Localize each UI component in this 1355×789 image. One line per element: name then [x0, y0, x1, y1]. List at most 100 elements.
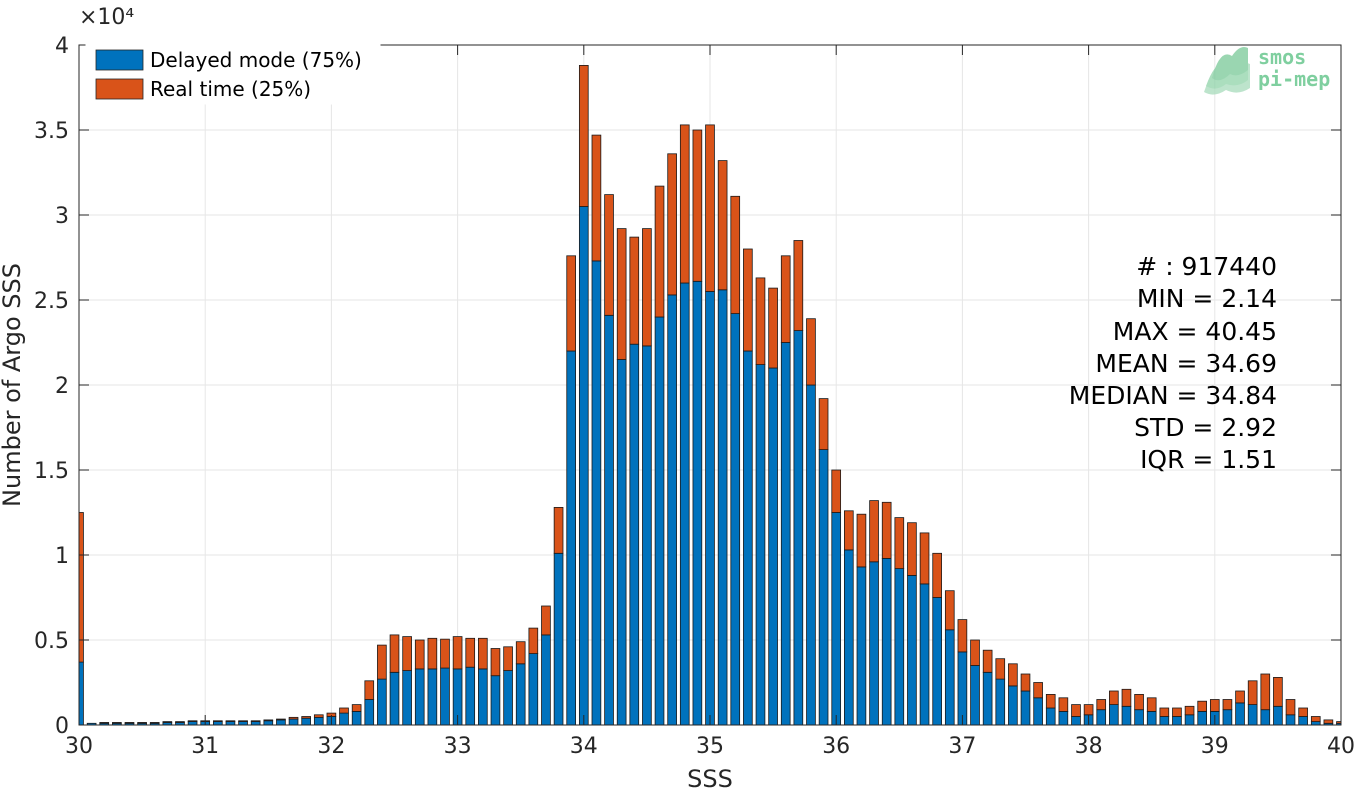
bar-realtime: [124, 722, 135, 724]
bar-delayed: [743, 350, 753, 726]
bar-realtime: [250, 720, 261, 723]
bar-delayed: [515, 663, 526, 726]
bar-delayed: [440, 667, 450, 726]
bar-delayed: [894, 568, 905, 726]
y-tick-label: 1: [55, 544, 69, 569]
x-tick-label: 31: [191, 734, 219, 759]
bar-delayed: [831, 512, 842, 726]
y-tick-label: 3.5: [34, 119, 69, 144]
bar-realtime: [932, 552, 942, 598]
bar-delayed: [1008, 685, 1018, 726]
bar-delayed: [528, 653, 539, 726]
bar-realtime: [957, 619, 968, 653]
bar-realtime: [743, 248, 753, 352]
bar-delayed: [806, 384, 816, 726]
bar-delayed: [78, 661, 84, 726]
bar-delayed: [1273, 705, 1283, 726]
bar-delayed: [995, 678, 1006, 726]
y-tick-label: 4: [55, 34, 69, 59]
bar-delayed: [187, 721, 198, 726]
bar-delayed: [705, 291, 715, 726]
bar-realtime: [377, 644, 387, 680]
bar-realtime: [364, 680, 375, 700]
stat-median: MEDIAN = 34.84: [1069, 381, 1277, 410]
bar-delayed: [364, 699, 375, 726]
bar-delayed: [351, 711, 362, 726]
bar-realtime: [351, 704, 362, 712]
bar-delayed: [869, 561, 879, 726]
bar-delayed: [642, 345, 652, 726]
bar-realtime: [339, 707, 349, 714]
bar-delayed: [414, 668, 425, 726]
y-tick-label: 0.5: [34, 629, 69, 654]
logo-text-pimep: pi-mep: [1258, 67, 1330, 91]
x-axis-ticks: 30 31 32 33 34 35 36 37 38 39 40: [65, 45, 1355, 759]
bar-realtime: [402, 636, 412, 671]
bar-delayed: [844, 549, 854, 726]
bar-delayed: [377, 678, 387, 726]
bar-realtime: [478, 637, 488, 670]
bar-delayed: [932, 597, 942, 726]
bar-delayed: [1109, 704, 1119, 726]
bar-realtime: [1045, 694, 1056, 709]
y-tick-label: 2.5: [34, 289, 69, 314]
bar-delayed: [982, 671, 993, 726]
bar-realtime: [654, 185, 665, 318]
bar-realtime: [1235, 690, 1245, 704]
bar-realtime: [982, 649, 993, 673]
bar-realtime: [503, 646, 513, 671]
bar-delayed: [402, 670, 412, 726]
bar-delayed: [553, 552, 564, 726]
y-tick-label: 2: [55, 374, 69, 399]
bar-realtime: [313, 714, 324, 718]
bar-delayed: [1298, 716, 1308, 726]
bar-delayed: [944, 629, 955, 726]
x-tick-label: 37: [948, 734, 976, 759]
bar-realtime: [1083, 704, 1094, 716]
bar-realtime: [780, 255, 791, 343]
bar-realtime: [238, 720, 248, 723]
stat-std: STD = 2.92: [1134, 413, 1277, 442]
logo-waves-icon: [1204, 47, 1250, 95]
bar-realtime: [263, 719, 274, 722]
bar-delayed: [591, 260, 602, 726]
bar-delayed: [541, 634, 551, 726]
stat-min: MIN = 2.14: [1137, 284, 1277, 313]
bar-delayed: [793, 330, 804, 726]
bar-delayed: [957, 651, 968, 726]
y-tick-label: 1.5: [34, 459, 69, 484]
bar-delayed: [389, 671, 400, 726]
bar-delayed: [1197, 711, 1207, 726]
bar-delayed: [1235, 702, 1245, 726]
bar-realtime: [162, 721, 173, 723]
bar-delayed: [604, 314, 614, 726]
bar-realtime: [944, 590, 955, 631]
bar-realtime: [414, 639, 425, 670]
bar-delayed: [213, 721, 223, 726]
bar-delayed: [263, 720, 274, 726]
y-tick-label: 0: [55, 714, 69, 739]
bar-delayed: [616, 359, 627, 726]
bar-realtime: [1285, 699, 1296, 716]
bar-realtime: [768, 287, 778, 369]
bar-realtime: [528, 627, 539, 654]
bar-delayed: [1096, 709, 1107, 726]
bar-realtime: [755, 277, 766, 365]
bar-realtime: [692, 129, 703, 282]
bar-realtime: [175, 721, 185, 723]
x-tick-label: 34: [570, 734, 598, 759]
bar-realtime: [970, 639, 980, 666]
bar-delayed: [1172, 716, 1182, 726]
bar-realtime: [578, 65, 589, 207]
legend-swatch-realtime: [95, 78, 144, 100]
bar-realtime: [881, 501, 892, 559]
bar-delayed: [654, 316, 665, 726]
y-exponent-label: ×10⁴: [79, 5, 134, 30]
bar-delayed: [1020, 690, 1031, 726]
bar-realtime: [1323, 719, 1334, 724]
bars-layer: [78, 65, 1342, 726]
bar-realtime: [1121, 688, 1132, 707]
bar-realtime: [1033, 682, 1043, 699]
bar-realtime: [112, 722, 122, 724]
